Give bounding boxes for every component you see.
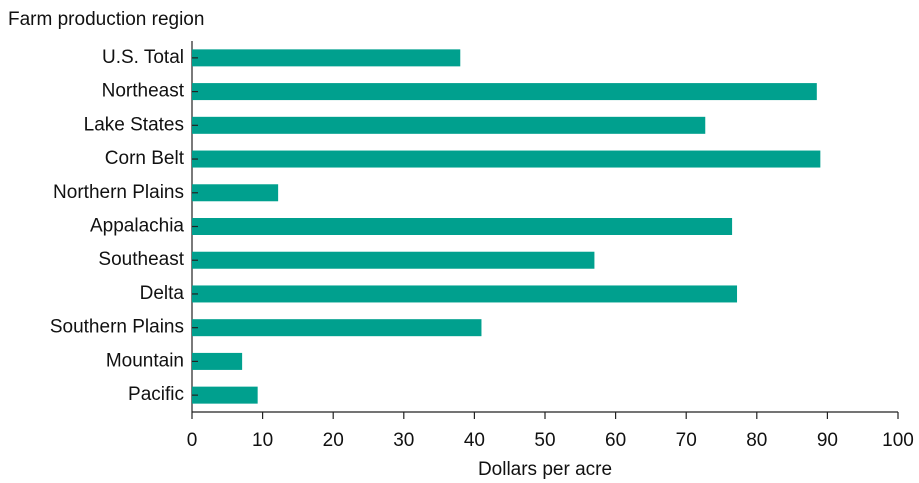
y-tick-label: Northeast <box>102 81 185 102</box>
y-tick-label: Pacific <box>128 384 184 405</box>
y-tick-label: Northern Plains <box>53 182 184 203</box>
y-tick-label: Corn Belt <box>105 148 185 169</box>
y-axis-title: Farm production region <box>8 9 204 30</box>
bar <box>192 352 243 370</box>
y-tick-label: U.S. Total <box>102 47 184 68</box>
bar <box>192 83 817 101</box>
x-tick-label: 90 <box>817 430 838 451</box>
x-tick-label: 20 <box>323 430 344 451</box>
x-tick-label: 60 <box>605 430 626 451</box>
bar <box>192 319 482 337</box>
bar <box>192 184 279 202</box>
bar <box>192 218 733 235</box>
y-tick-label: Lake States <box>84 114 184 135</box>
y-tick-label: Southeast <box>98 249 184 270</box>
y-tick-label: Mountain <box>106 350 184 371</box>
bar <box>192 251 595 269</box>
x-tick-label: 30 <box>393 430 414 451</box>
x-tick-label: 80 <box>746 430 767 451</box>
x-tick-label: 0 <box>187 430 198 451</box>
x-tick-label: 100 <box>882 430 914 451</box>
x-axis-title: Dollars per acre <box>478 459 612 480</box>
bar <box>192 285 738 303</box>
bar <box>192 386 258 404</box>
x-tick-label: 40 <box>464 430 485 451</box>
y-tick-label: Delta <box>140 283 185 304</box>
bar <box>192 116 706 134</box>
bar <box>192 49 461 67</box>
x-tick-label: 70 <box>676 430 697 451</box>
y-tick-label: Southern Plains <box>50 317 184 338</box>
x-tick-label: 50 <box>534 430 555 451</box>
y-tick-label: Appalachia <box>90 216 184 237</box>
bar <box>192 150 821 168</box>
x-tick-label: 10 <box>252 430 273 451</box>
